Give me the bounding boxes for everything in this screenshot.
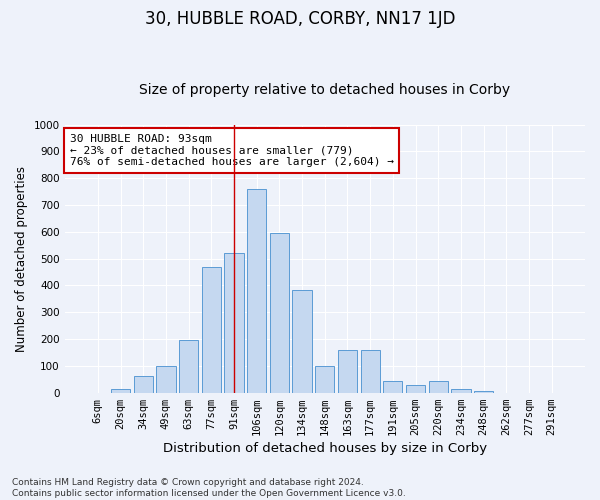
Title: Size of property relative to detached houses in Corby: Size of property relative to detached ho… [139, 83, 511, 97]
Bar [224, 254, 244, 392]
Bar [134, 376, 153, 392]
Bar [406, 385, 425, 392]
Bar [474, 391, 493, 392]
Y-axis label: Number of detached properties: Number of detached properties [15, 166, 28, 352]
Bar [292, 290, 312, 392]
Text: 30, HUBBLE ROAD, CORBY, NN17 1JD: 30, HUBBLE ROAD, CORBY, NN17 1JD [145, 10, 455, 28]
Text: Contains HM Land Registry data © Crown copyright and database right 2024.
Contai: Contains HM Land Registry data © Crown c… [12, 478, 406, 498]
Bar [451, 389, 470, 392]
Bar [247, 189, 266, 392]
Bar [202, 266, 221, 392]
Bar [383, 382, 403, 392]
Bar [111, 389, 130, 392]
Bar [361, 350, 380, 393]
Bar [270, 232, 289, 392]
X-axis label: Distribution of detached houses by size in Corby: Distribution of detached houses by size … [163, 442, 487, 455]
Bar [179, 340, 198, 392]
Bar [156, 366, 176, 392]
Text: 30 HUBBLE ROAD: 93sqm
← 23% of detached houses are smaller (779)
76% of semi-det: 30 HUBBLE ROAD: 93sqm ← 23% of detached … [70, 134, 394, 167]
Bar [315, 366, 334, 392]
Bar [338, 350, 357, 393]
Bar [428, 381, 448, 392]
